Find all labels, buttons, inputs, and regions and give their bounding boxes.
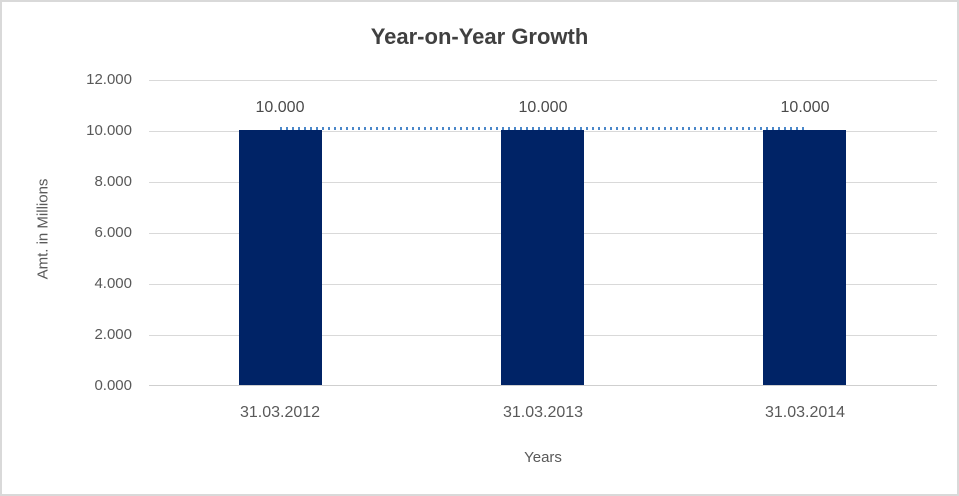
x-axis-title: Years — [524, 449, 562, 466]
y-tick-label: 0.000 — [94, 377, 132, 394]
x-category-label: 31.03.2014 — [764, 404, 846, 421]
bar-value-label: 10.000 — [518, 99, 568, 116]
x-axis-line — [149, 385, 937, 386]
x-category-label: 31.03.2013 — [502, 404, 584, 421]
bar-31-03-2013 — [501, 130, 584, 385]
plot-area — [149, 80, 937, 386]
y-tick-label: 4.000 — [94, 275, 132, 292]
chart-title: Year-on-Year Growth — [370, 24, 589, 49]
bar-31-03-2012 — [239, 130, 322, 385]
gridline — [149, 80, 937, 81]
y-tick-label: 2.000 — [94, 326, 132, 343]
trend-line — [280, 127, 805, 130]
y-tick-label: 12.000 — [86, 71, 132, 88]
y-tick-label: 8.000 — [94, 173, 132, 190]
y-tick-label: 10.000 — [86, 122, 132, 139]
y-tick-label: 6.000 — [94, 224, 132, 241]
bar-31-03-2014 — [763, 130, 846, 385]
bar-value-label: 10.000 — [780, 99, 830, 116]
x-category-label: 31.03.2012 — [239, 404, 321, 421]
bar-value-label: 10.000 — [255, 99, 305, 116]
